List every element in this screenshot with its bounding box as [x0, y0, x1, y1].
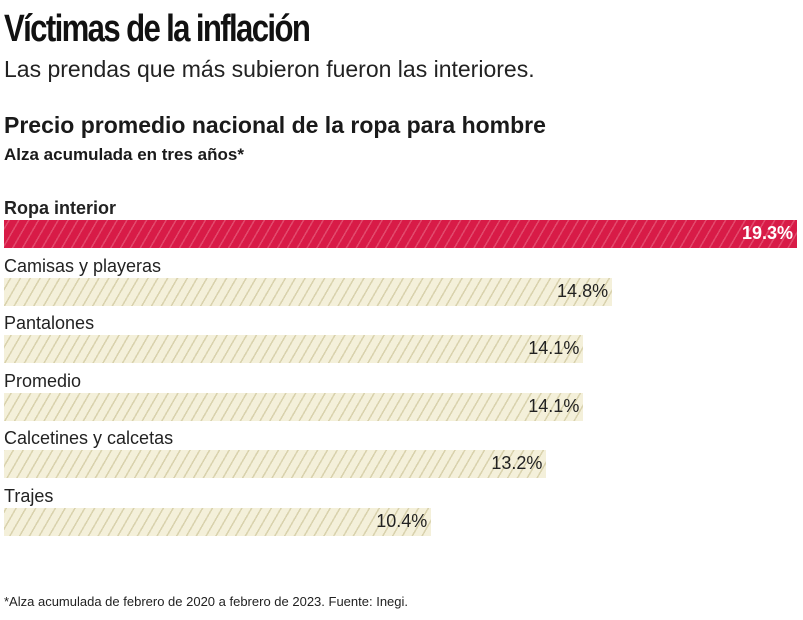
footnote: *Alza acumulada de febrero de 2020 a feb… — [4, 594, 409, 609]
bar: 19.3% — [4, 220, 797, 248]
data-label: 19.3% — [741, 223, 793, 243]
category-label: Ropa interior — [4, 198, 117, 218]
category-label: Pantalones — [4, 313, 95, 333]
chart-title: Precio promedio nacional de la ropa para… — [4, 112, 546, 138]
category-label: Promedio — [4, 370, 82, 391]
data-label: 14.1% — [528, 338, 580, 358]
category-label: Trajes — [4, 485, 54, 506]
bar: 10.4% — [4, 507, 432, 536]
category-label: Calcetines y calcetas — [4, 428, 174, 448]
data-label: 10.4% — [376, 510, 428, 531]
category-label: Camisas y playeras — [4, 255, 162, 276]
chart-subtitle: Alza acumulada en tres años* — [4, 145, 244, 164]
data-label: 14.1% — [528, 395, 580, 416]
headline: Víctimas de la inflación — [4, 8, 311, 50]
bar: 14.1% — [4, 392, 584, 421]
data-label: 13.2% — [491, 453, 543, 473]
subheadline: Las prendas que más subieron fueron las … — [4, 56, 535, 82]
bar: 13.2% — [4, 450, 547, 478]
bar: 14.8% — [4, 277, 613, 306]
bar: 14.1% — [4, 335, 584, 363]
data-label: 14.8% — [557, 280, 609, 301]
